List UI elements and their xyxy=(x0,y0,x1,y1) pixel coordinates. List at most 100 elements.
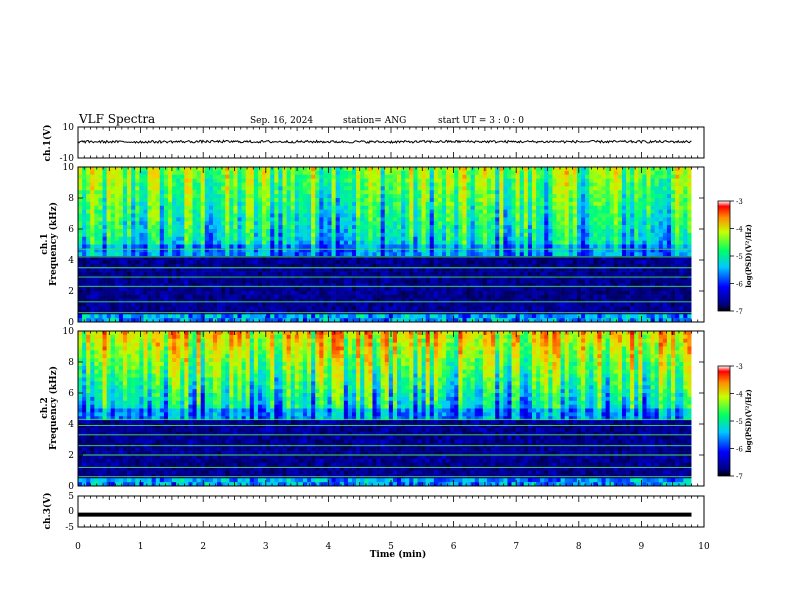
spectrogram-cell xyxy=(323,267,328,272)
spectrogram-cell xyxy=(302,221,308,226)
spectrogram-cell xyxy=(167,225,173,230)
spectrogram-cell xyxy=(666,174,672,179)
spectrogram-cell xyxy=(212,167,218,172)
spectrogram-cell xyxy=(159,213,165,218)
spectrogram-cell xyxy=(225,232,230,238)
spectrogram-cell xyxy=(376,263,381,269)
spectrogram-cell xyxy=(642,275,647,280)
spectrogram-cell xyxy=(286,279,291,284)
spectrogram-cell xyxy=(106,170,112,176)
spectrogram-cell xyxy=(478,170,484,176)
spectrogram-cell xyxy=(331,182,336,187)
spectrogram-cell xyxy=(184,194,189,199)
spectrogram-cell xyxy=(352,279,357,284)
spectrogram-cell xyxy=(155,170,161,176)
spectrogram-cell xyxy=(278,205,283,210)
spectrogram-cell xyxy=(564,236,570,241)
spectrogram-cell xyxy=(380,186,386,191)
spectrogram-cell xyxy=(511,225,516,230)
spectrogram-cell xyxy=(536,225,541,230)
spectrogram-cell xyxy=(98,167,103,172)
spectrogram-cell xyxy=(462,182,467,187)
spectrogram-cell xyxy=(605,225,610,230)
spectrogram-cell xyxy=(503,225,508,230)
spectrogram-cell xyxy=(466,170,471,176)
spectrogram-cell xyxy=(503,205,508,210)
spectrogram-cell xyxy=(552,170,557,176)
spectrogram-cell xyxy=(249,174,255,179)
spectrogram-cell xyxy=(139,287,144,292)
spectrogram-cell xyxy=(458,240,463,245)
spectrogram-cell xyxy=(454,205,459,210)
spectrogram-cell xyxy=(122,205,128,210)
spectrogram-cell xyxy=(560,178,565,183)
spectrogram-cell xyxy=(626,213,631,218)
spectrogram-cell xyxy=(421,182,426,187)
spectrogram-cell xyxy=(98,213,103,218)
spectrogram-cell xyxy=(315,209,320,214)
spectrogram-cell xyxy=(106,248,112,253)
spectrogram-cell xyxy=(278,240,283,245)
spectrogram-cell xyxy=(556,275,561,280)
spectrogram-cell xyxy=(278,209,283,214)
spectrogram-cell xyxy=(581,174,586,179)
spectrogram-cell xyxy=(98,170,103,176)
spectrogram-cell xyxy=(421,194,426,199)
spectrogram-cell xyxy=(666,186,672,191)
spectrogram-cell xyxy=(646,256,651,261)
spectrogram-cell xyxy=(212,252,218,257)
spectrogram-cell xyxy=(192,240,197,245)
spectrogram-cell xyxy=(241,170,246,176)
spectrogram-cell xyxy=(114,275,120,280)
spectrogram-cell xyxy=(425,279,431,284)
spectrogram-cell xyxy=(94,283,99,288)
spectrogram-cell xyxy=(266,194,271,199)
spectrogram-cell xyxy=(147,217,152,222)
spectrogram-cell xyxy=(613,201,619,207)
spectrogram-cell xyxy=(662,283,668,288)
spectrogram-cell xyxy=(282,267,287,272)
spectrogram-cell xyxy=(617,182,623,187)
spectrogram-cell xyxy=(86,186,91,191)
spectrogram-cell xyxy=(601,178,606,183)
spectrogram-cell xyxy=(339,240,345,245)
spectrogram-cell xyxy=(298,205,304,210)
spectrogram-cell xyxy=(466,221,471,226)
spectrogram-cell xyxy=(360,178,365,183)
spectrogram-cell xyxy=(621,209,627,214)
spectrogram-cell xyxy=(249,229,255,234)
spectrogram-cell xyxy=(462,263,467,269)
spectrogram-cell xyxy=(650,240,655,245)
spectrogram-cell xyxy=(536,201,541,207)
spectrogram-cell xyxy=(486,279,492,284)
spectrogram-cell xyxy=(127,275,132,280)
spectrogram-cell xyxy=(102,186,107,191)
spectrogram-cell xyxy=(233,182,238,187)
spectrogram-cell xyxy=(564,170,570,176)
spectrogram-cell xyxy=(364,240,369,245)
spectrogram-cell xyxy=(617,174,623,179)
spectrogram-cell xyxy=(527,267,533,272)
spectrogram-cell xyxy=(482,205,488,210)
spectrogram-cell xyxy=(278,248,283,253)
spectrogram-cell xyxy=(253,271,259,276)
spectrogram-cell xyxy=(536,232,541,238)
spectrogram-cell xyxy=(114,240,120,245)
spectrogram-cell xyxy=(90,256,95,261)
spectrogram-cell xyxy=(163,221,169,226)
spectrogram-cell xyxy=(270,209,275,214)
spectrogram-cell xyxy=(376,186,381,191)
spectrogram-cell xyxy=(527,275,533,280)
spectrogram-cell xyxy=(495,267,500,272)
spectrogram-cell xyxy=(78,205,83,210)
spectrogram-cell xyxy=(245,201,251,207)
spectrogram-cell xyxy=(552,256,557,261)
spectrogram-cell xyxy=(540,209,545,214)
spectrogram-cell xyxy=(290,174,296,179)
spectrogram-cell xyxy=(208,248,214,253)
spectrogram-cell xyxy=(397,170,402,176)
spectrogram-cell xyxy=(601,225,606,230)
spectrogram-cell xyxy=(176,283,181,288)
spectrogram-cell xyxy=(380,232,386,238)
spectrogram-cell xyxy=(114,182,120,187)
